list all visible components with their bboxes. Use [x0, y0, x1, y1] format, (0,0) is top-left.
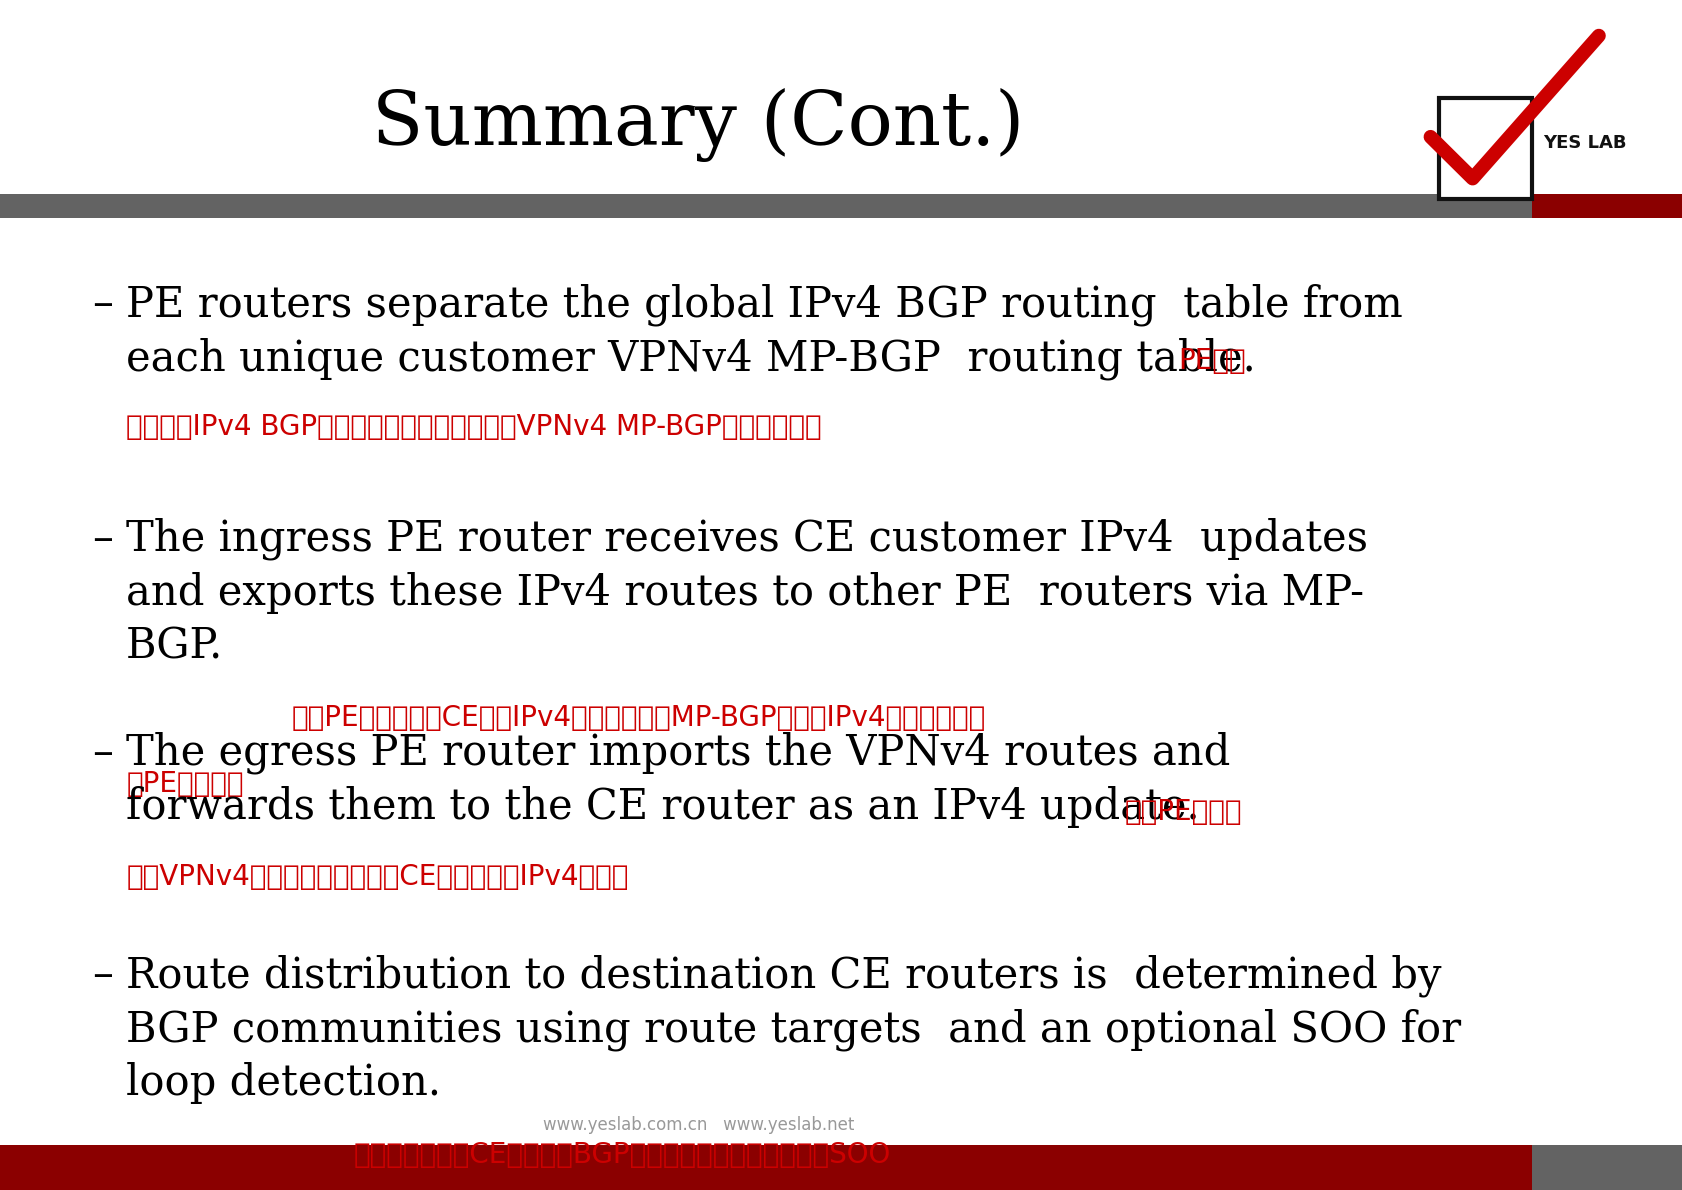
Bar: [0, 1145, 1531, 1190]
Text: PE路由: PE路由: [1177, 346, 1245, 375]
Text: 出口PE路由器: 出口PE路由器: [1124, 798, 1241, 826]
Text: YES LAB: YES LAB: [1542, 133, 1626, 152]
Text: 他PE路由器。: 他PE路由器。: [126, 770, 244, 797]
Text: –: –: [93, 283, 113, 325]
Text: 入口PE路由器接收CE客户IPv4更新，并通过MP-BGP将这些IPv4路由导出到其: 入口PE路由器接收CE客户IPv4更新，并通过MP-BGP将这些IPv4路由导出…: [291, 704, 986, 732]
Text: –: –: [93, 954, 113, 996]
Text: www.yeslab.com.cn   www.yeslab.net: www.yeslab.com.cn www.yeslab.net: [542, 1115, 854, 1134]
Bar: [1531, 194, 1682, 218]
Text: 器将全局IPv4 BGP路由表与每个唯一的客户端VPNv4 MP-BGP路由表分开。: 器将全局IPv4 BGP路由表与每个唯一的客户端VPNv4 MP-BGP路由表分…: [126, 413, 821, 441]
Text: The egress PE router imports the VPNv4 routes and
forwards them to the CE router: The egress PE router imports the VPNv4 r…: [126, 732, 1230, 828]
Text: The ingress PE router receives CE customer IPv4  updates
and exports these IPv4 : The ingress PE router receives CE custom…: [126, 518, 1367, 668]
Text: –: –: [93, 518, 113, 559]
Text: –: –: [93, 732, 113, 774]
Text: 路由分配到目标CE路由器由BGP社区使用路由目标和可选的SOO: 路由分配到目标CE路由器由BGP社区使用路由目标和可选的SOO: [353, 1141, 890, 1169]
Text: 导入VPNv4路由，并将其转发到CE路由器作为IPv4更新。: 导入VPNv4路由，并将其转发到CE路由器作为IPv4更新。: [126, 863, 627, 891]
Text: PE routers separate the global IPv4 BGP routing  table from
each unique customer: PE routers separate the global IPv4 BGP …: [126, 283, 1403, 380]
Bar: [1531, 1145, 1682, 1190]
Bar: [1438, 98, 1531, 199]
Text: Route distribution to destination CE routers is  determined by
BGP communities u: Route distribution to destination CE rou…: [126, 954, 1460, 1104]
Bar: [0, 194, 1531, 218]
Text: Summary (Cont.): Summary (Cont.): [372, 88, 1024, 162]
